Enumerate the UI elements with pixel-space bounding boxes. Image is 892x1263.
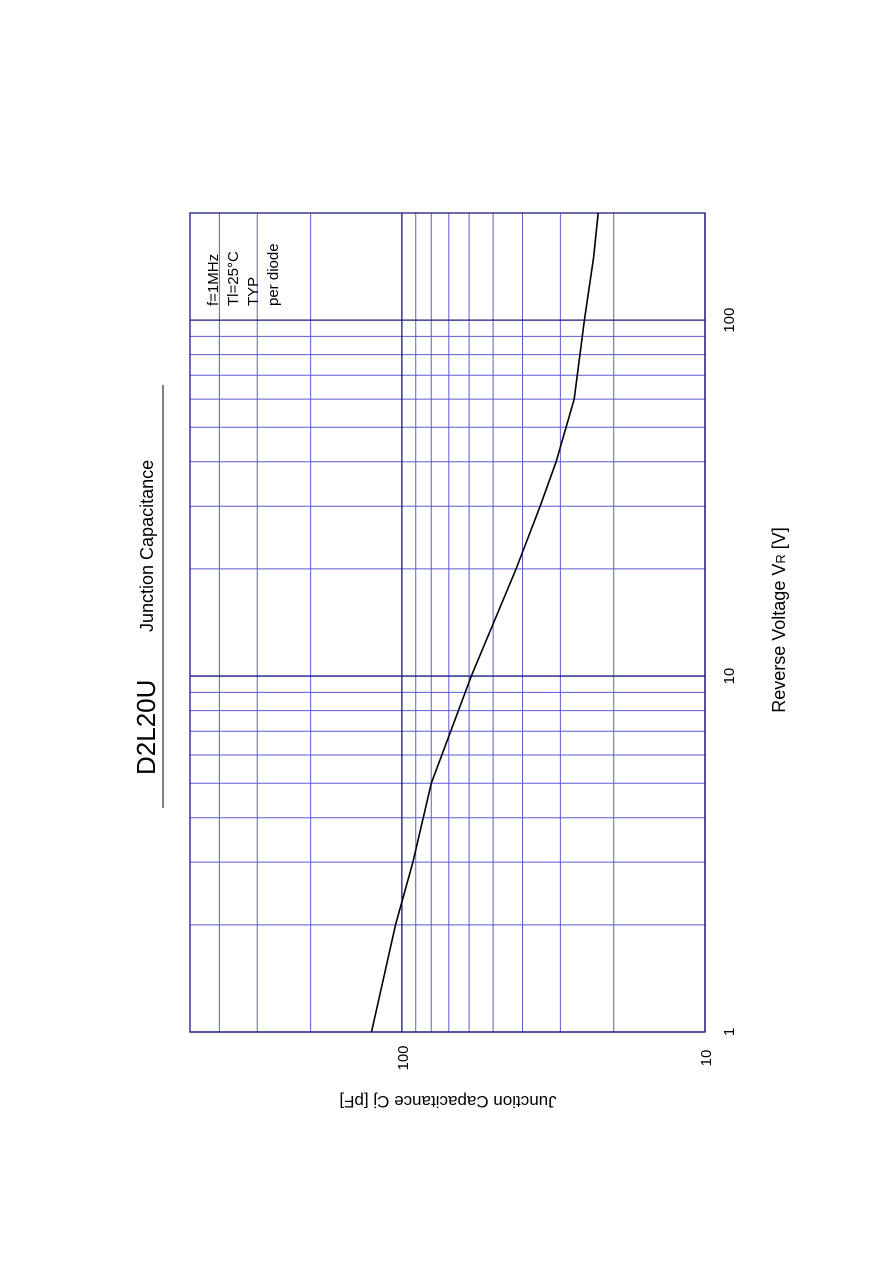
y-tick-label: 100 <box>395 1045 412 1070</box>
chart-subtitle: Junction Capacitance <box>137 460 157 632</box>
annotation: per diode <box>265 243 282 306</box>
annotation: f=1MHz <box>205 254 222 306</box>
data-line <box>370 212 599 1033</box>
annotation: Tl=25°C <box>225 251 242 306</box>
chart-title: D2L20U <box>131 680 161 775</box>
x-tick-label: 100 <box>721 308 738 333</box>
x-label-unit: [V] <box>769 527 789 554</box>
annotation: TYP <box>245 277 262 306</box>
x-label-text: Reverse Voltage V <box>769 564 789 713</box>
plot-frame <box>189 212 706 1033</box>
x-tick-label: 10 <box>721 668 738 685</box>
x-label-sub: R <box>773 554 788 563</box>
x-tick-label: 1 <box>721 1028 738 1036</box>
y-tick-label: 10 <box>698 1050 715 1067</box>
x-axis-label: Reverse Voltage VR [V] <box>769 527 789 713</box>
y-axis-label: Junction Capacitance Cj [pF] <box>339 1092 556 1111</box>
